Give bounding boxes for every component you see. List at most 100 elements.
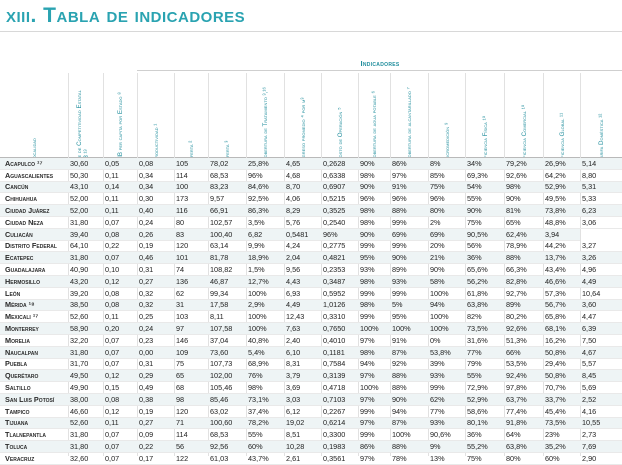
value-cell: 88%: [390, 440, 428, 453]
value-cell: 105,46: [208, 381, 246, 394]
value-cell: 89%: [504, 299, 543, 312]
value-cell: 91%: [390, 334, 428, 347]
table-row: Hermosillo 43,20 0,12 0,27 136 46,87 12,7% 4,43…: [0, 275, 622, 288]
value-cell: 97%: [358, 393, 390, 406]
value-cell: 94%: [428, 299, 465, 312]
value-cell: 81%: [504, 204, 543, 217]
value-cell: 0,40: [137, 204, 174, 217]
value-cell: 66,3%: [504, 263, 543, 276]
value-cell: 0,27: [137, 275, 174, 288]
value-cell: 75%: [465, 216, 504, 229]
value-cell: 5,69: [580, 381, 622, 394]
value-cell: 0,31: [137, 358, 174, 371]
city-cell: Aguascalientes: [0, 169, 68, 182]
value-cell: 0,15: [103, 381, 137, 394]
value-cell: 114: [174, 428, 208, 442]
value-cell: 16,2%: [543, 334, 580, 347]
value-cell: 100%: [390, 322, 428, 335]
value-cell: 26,9%: [543, 158, 580, 170]
table-row: Tijuana 52,60 0,11 0,27 71 100,60 78,2% 19,02 0,…: [0, 417, 622, 430]
value-cell: 82,8%: [504, 275, 543, 288]
value-cell: 0,3310: [321, 310, 358, 324]
value-cell: 63,14: [208, 240, 246, 253]
value-cell: 0%: [428, 334, 465, 347]
value-cell: 99,34: [208, 287, 246, 300]
value-cell: 3,03: [284, 393, 321, 406]
page-title: xiii. Tabla de indicadores: [6, 4, 246, 27]
value-cell: 93%: [428, 417, 465, 430]
value-cell: 65%: [504, 216, 543, 229]
value-cell: 52,00: [68, 204, 103, 217]
table-row: Toluca 31,80 0,07 0,22 56 92,56 60% 10,28 0,1983…: [0, 440, 622, 453]
column-header: PIB per capita por Estado ⁸: [117, 92, 124, 162]
value-cell: 0,19: [137, 240, 174, 253]
value-cell: 77%: [428, 405, 465, 418]
value-cell: 105: [174, 158, 208, 170]
value-cell: 52,9%: [465, 393, 504, 406]
column-header: Cobertura de alcantarillado ⁷: [406, 87, 413, 162]
value-cell: 99%: [390, 216, 428, 229]
value-cell: 73,5%: [465, 322, 504, 335]
value-cell: 37,04: [208, 334, 246, 347]
value-cell: 6,10: [284, 346, 321, 359]
city-cell: Ecatepec: [0, 251, 68, 265]
value-cell: 102,57: [208, 216, 246, 229]
value-cell: 56,7%: [543, 299, 580, 312]
value-cell: 0,1181: [321, 346, 358, 359]
value-cell: 58%: [428, 275, 465, 288]
value-cell: 96%: [321, 228, 358, 241]
value-cell: 96%: [390, 192, 428, 206]
value-cell: 92,7%: [504, 287, 543, 300]
value-cell: 98%: [358, 204, 390, 217]
value-cell: 100,40: [208, 228, 246, 241]
value-cell: 90%: [465, 204, 504, 217]
value-cell: 39%: [428, 358, 465, 371]
value-cell: 103: [174, 310, 208, 324]
value-cell: 173: [174, 192, 208, 206]
value-cell: 92,4%: [504, 369, 543, 383]
city-cell: Ciudad Neza: [0, 216, 68, 229]
value-cell: 40,8%: [246, 334, 284, 347]
value-cell: 17,58: [208, 299, 246, 312]
value-cell: 6,39: [580, 322, 622, 335]
city-cell: Querétaro: [0, 369, 68, 383]
value-cell: 32,20: [68, 334, 103, 347]
value-cell: 102,00: [208, 369, 246, 383]
value-cell: 120: [174, 240, 208, 253]
value-cell: 98%: [504, 181, 543, 194]
value-cell: 55%: [465, 192, 504, 206]
value-cell: 100%: [428, 287, 465, 300]
value-cell: 31,80: [68, 216, 103, 229]
value-cell: 5,76: [284, 216, 321, 229]
table-row: Mérida ¹⁸ 38,50 0,08 0,32 31 17,58 2,9% 4,49 1,0…: [0, 299, 622, 312]
value-cell: 94%: [390, 405, 428, 418]
value-cell: 97%: [358, 452, 390, 465]
value-cell: 0,3561: [321, 452, 358, 465]
value-cell: 108,82: [208, 263, 246, 276]
value-cell: 0,3300: [321, 428, 358, 442]
value-cell: 0,11: [103, 417, 137, 430]
value-cell: 0,07: [103, 358, 137, 371]
value-cell: 3,69: [284, 381, 321, 394]
value-cell: 9,56: [284, 263, 321, 276]
column-header: Eficiencia Física ¹⁰: [481, 115, 489, 162]
value-cell: 65,6%: [465, 263, 504, 276]
value-cell: 5,57: [580, 358, 622, 371]
value-cell: 84,6%: [246, 181, 284, 194]
value-cell: 4,47: [580, 310, 622, 324]
value-cell: 6,23: [580, 204, 622, 217]
value-cell: 0,12: [103, 405, 137, 418]
value-cell: 82%: [465, 310, 504, 324]
value-cell: 75%: [465, 452, 504, 465]
value-cell: 80%: [428, 204, 465, 217]
value-cell: 60%: [543, 452, 580, 465]
value-cell: 71: [174, 417, 208, 430]
value-cell: 93%: [390, 275, 428, 288]
table-row: Naucalpan 31,80 0,07 0,00 109 73,60 5,4% 6,10 0,…: [0, 346, 622, 359]
column-header: Cobertura de Tratamiento ³,¹⁶: [262, 87, 269, 162]
value-cell: 86%: [390, 158, 428, 170]
value-cell: 68,9%: [246, 358, 284, 371]
value-cell: 3,5%: [246, 216, 284, 229]
city-cell: Tampico: [0, 405, 68, 418]
value-cell: 3,27: [580, 240, 622, 253]
